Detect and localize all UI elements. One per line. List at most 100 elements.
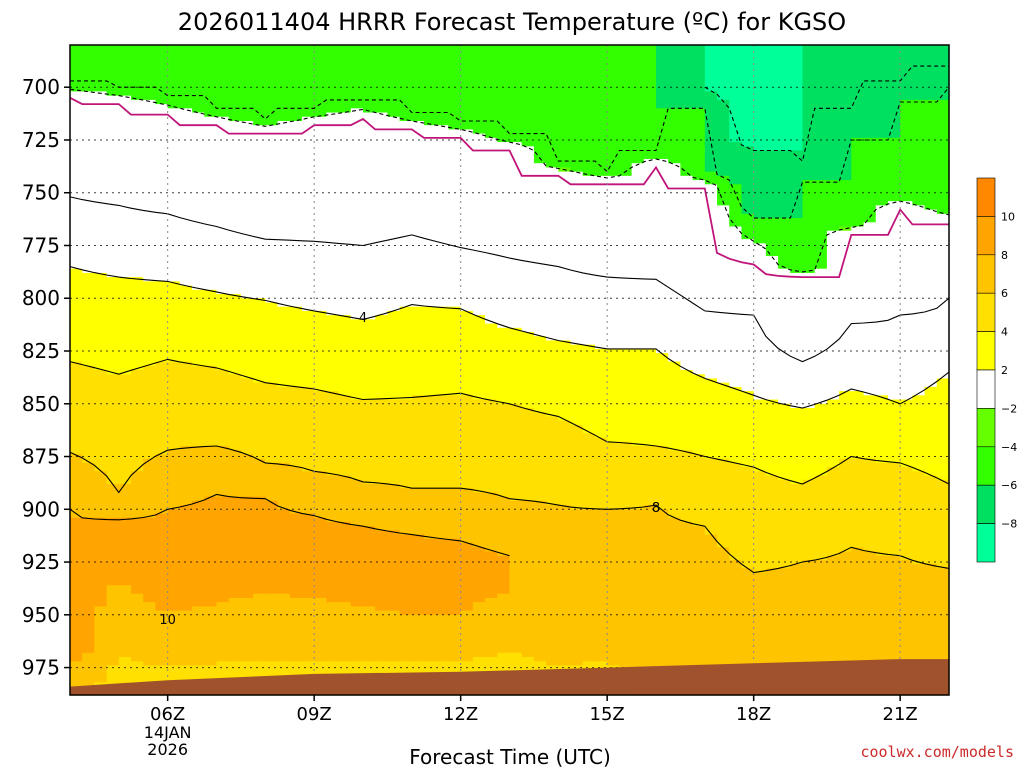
temperature-cell bbox=[314, 488, 327, 494]
temperature-cell bbox=[277, 196, 291, 202]
temperature-cell bbox=[375, 483, 389, 489]
temperature-cell bbox=[167, 285, 181, 291]
temperature-cell bbox=[289, 146, 303, 152]
temperature-cell bbox=[265, 70, 279, 76]
temperature-cell bbox=[424, 572, 437, 578]
temperature-cell bbox=[277, 87, 291, 93]
temperature-cell bbox=[192, 247, 205, 253]
temperature-cell bbox=[155, 547, 169, 553]
temperature-cell bbox=[94, 315, 108, 320]
temperature-cell bbox=[204, 458, 218, 464]
temperature-cell bbox=[131, 395, 144, 401]
temperature-cell bbox=[118, 424, 132, 430]
temperature-cell bbox=[204, 336, 218, 342]
temperature-cell bbox=[240, 256, 254, 261]
temperature-cell bbox=[216, 661, 230, 667]
temperature-cell bbox=[399, 74, 413, 80]
temperature-cell bbox=[448, 458, 462, 464]
temperature-cell bbox=[192, 374, 205, 380]
temperature-cell bbox=[436, 378, 450, 384]
temperature-cell bbox=[289, 82, 303, 88]
temperature-cell bbox=[240, 357, 254, 363]
temperature-cell bbox=[228, 631, 242, 637]
temperature-cell bbox=[253, 218, 266, 223]
temperature-cell bbox=[228, 648, 242, 654]
temperature-cell bbox=[314, 268, 327, 274]
temperature-cell bbox=[143, 585, 157, 591]
temperature-cell bbox=[277, 648, 291, 654]
temperature-cell bbox=[167, 239, 181, 244]
temperature-cell bbox=[179, 272, 193, 278]
temperature-cell bbox=[289, 66, 303, 71]
temperature-cell bbox=[70, 610, 83, 616]
temperature-cell bbox=[131, 108, 144, 114]
temperature-cell bbox=[253, 433, 266, 439]
temperature-cell bbox=[338, 530, 352, 536]
temperature-cell bbox=[118, 188, 132, 194]
temperature-cell bbox=[192, 412, 205, 418]
temperature-cell bbox=[399, 627, 413, 633]
temperature-cell bbox=[424, 589, 437, 595]
temperature-cell bbox=[363, 226, 376, 232]
temperature-cell bbox=[338, 306, 352, 312]
temperature-cell bbox=[204, 467, 218, 472]
temperature-cell bbox=[289, 526, 303, 531]
temperature-cell bbox=[118, 475, 132, 481]
temperature-cell bbox=[94, 180, 108, 185]
temperature-cell bbox=[436, 424, 450, 430]
temperature-cell bbox=[94, 492, 108, 498]
temperature-cell bbox=[118, 678, 132, 683]
temperature-cell bbox=[204, 450, 218, 456]
temperature-cell bbox=[314, 530, 327, 536]
temperature-cell bbox=[143, 543, 157, 548]
temperature-cell bbox=[70, 353, 83, 358]
temperature-cell bbox=[338, 315, 352, 320]
temperature-cell bbox=[448, 568, 462, 574]
temperature-cell bbox=[82, 407, 96, 413]
temperature-cell bbox=[167, 665, 181, 671]
temperature-cell bbox=[314, 551, 327, 557]
temperature-cell bbox=[216, 500, 230, 506]
temperature-cell bbox=[192, 196, 205, 202]
temperature-cell bbox=[192, 581, 205, 586]
temperature-cell bbox=[424, 547, 437, 553]
temperature-cell bbox=[179, 475, 193, 481]
temperature-cell bbox=[411, 420, 425, 426]
temperature-cell bbox=[204, 521, 218, 527]
temperature-cell bbox=[448, 344, 462, 350]
temperature-cell bbox=[94, 319, 108, 325]
temperature-cell bbox=[436, 167, 450, 173]
temperature-cell bbox=[363, 492, 376, 498]
temperature-cell bbox=[424, 450, 437, 456]
temperature-cell bbox=[94, 327, 108, 333]
temperature-cell bbox=[375, 492, 389, 498]
temperature-cell bbox=[399, 277, 413, 282]
temperature-cell bbox=[179, 627, 193, 633]
temperature-cell bbox=[70, 619, 83, 624]
temperature-cell bbox=[192, 513, 205, 519]
temperature-cell bbox=[94, 201, 108, 206]
temperature-cell bbox=[192, 74, 205, 80]
temperature-cell bbox=[301, 167, 315, 173]
temperature-cell bbox=[411, 357, 425, 363]
temperature-cell bbox=[118, 125, 132, 131]
temperature-cell bbox=[436, 87, 450, 93]
temperature-cell bbox=[179, 538, 193, 544]
temperature-cell bbox=[448, 116, 462, 122]
temperature-cell bbox=[387, 243, 401, 249]
temperature-cell bbox=[375, 205, 389, 211]
temperature-cell bbox=[387, 619, 401, 624]
temperature-cell bbox=[192, 104, 205, 109]
temperature-cell bbox=[277, 53, 291, 59]
temperature-cell bbox=[448, 589, 462, 595]
temperature-cell bbox=[70, 357, 83, 363]
temperature-cell bbox=[363, 374, 376, 380]
temperature-cell bbox=[314, 391, 327, 396]
temperature-cell bbox=[301, 70, 315, 76]
temperature-cell bbox=[289, 213, 303, 219]
temperature-cell bbox=[460, 230, 474, 236]
temperature-cell bbox=[399, 648, 413, 654]
temperature-cell bbox=[314, 589, 327, 595]
temperature-cell bbox=[70, 462, 83, 468]
temperature-cell bbox=[350, 631, 364, 637]
